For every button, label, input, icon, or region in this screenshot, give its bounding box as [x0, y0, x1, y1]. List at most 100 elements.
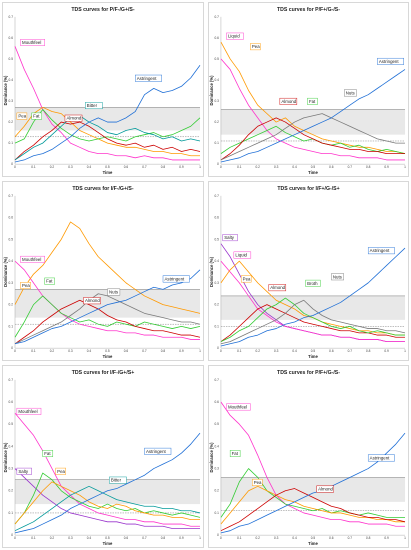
series-line-broth [220, 297, 406, 342]
x-tick-label: 1 [199, 536, 201, 540]
tds-chart-5: TDS curves for I/F-/G+/S+ 0 0.1 0.2 0.3 0.4 0.… [2, 365, 204, 548]
x-tick-label: 0.4 [87, 165, 92, 169]
attribute-label-box [31, 112, 42, 120]
y-tick-label: 0.2 [9, 303, 14, 307]
attribute-label-text: Pea [57, 469, 65, 474]
attribute-label-box [250, 43, 261, 51]
x-axis-label: Time [308, 354, 318, 359]
attribute-label: Nuts [344, 89, 357, 97]
attribute-label-box [109, 476, 127, 484]
tds-chart-6: TDS curves for P/F+/G-/S- 0 0.1 0.2 0.3 0.4 0.… [208, 365, 409, 548]
attribute-label-box [20, 282, 31, 289]
y-tick-label: 0.6 [9, 216, 14, 220]
attribute-label-box [55, 467, 66, 475]
chart-svg: TDS curves for I/F-/G+/S- 0 0.1 0.2 0.3 0.4 0.… [3, 186, 201, 359]
tds-chart-2: TDS curves for P/F+/G-/S- 0 0.1 0.2 0.3 0.4 0.… [208, 2, 409, 177]
attribute-label-box [331, 273, 344, 281]
y-tick-label: 0.1 [9, 324, 14, 328]
x-tick-label: 0 [220, 536, 222, 540]
attribute-label: Astringent [367, 247, 395, 255]
y-axis-label: Dominance (%) [3, 256, 8, 286]
attribute-label-text: Almond [270, 285, 285, 290]
series-line-astringent [220, 69, 406, 163]
x-tick-label: 0.3 [274, 165, 279, 169]
significance-band [220, 477, 406, 502]
attribute-label: Liquid [226, 32, 244, 40]
attribute-label-box [367, 454, 395, 462]
y-tick-label: 0.4 [9, 444, 14, 448]
series-line-astringent [14, 432, 201, 534]
series-line-almond [14, 299, 201, 345]
attribute-label-text: Fat [33, 114, 40, 119]
y-tick-label: 0.5 [215, 57, 220, 61]
attribute-label-box [377, 57, 404, 65]
y-tick-label: 0.6 [215, 400, 220, 404]
y-tick-label: 0.2 [9, 120, 14, 124]
y-tick-label: 0.5 [215, 422, 220, 426]
x-tick-label: 0.4 [292, 165, 297, 169]
y-tick-label: 0.4 [215, 259, 220, 263]
attribute-label-box [20, 255, 45, 263]
tds-chart-3: TDS curves for I/F-/G+/S- 0 0.1 0.2 0.3 0.4 0.… [2, 181, 204, 361]
x-tick-label: 0.3 [274, 536, 279, 540]
attribute-label-text: Salty [18, 469, 29, 474]
y-tick-label: 0.3 [9, 99, 14, 103]
y-tick-label: 0.7 [215, 194, 220, 198]
y-tick-label: 0.1 [215, 141, 220, 145]
attribute-label-text: Mouthfeel [22, 257, 41, 262]
x-tick-label: 0.2 [256, 349, 261, 353]
y-tick-label: 0 [217, 346, 219, 350]
x-tick-label: 0.2 [256, 165, 261, 169]
y-tick-label: 0.7 [9, 378, 14, 382]
chart-title: TDS curves for P/F+/G-/S- [277, 7, 340, 13]
attribute-label: Broth [305, 279, 321, 287]
x-tick-label: 0.3 [68, 165, 73, 169]
series-line-nuts [220, 113, 406, 161]
attribute-label: Astringent [377, 57, 404, 65]
significance-band [220, 109, 406, 135]
series-line-pea [14, 481, 200, 525]
attribute-label-box [144, 447, 172, 455]
attribute-label: Mouthfeel [20, 39, 45, 46]
x-tick-label: 0.7 [348, 165, 353, 169]
attribute-label-box [226, 403, 251, 411]
x-tick-label: 1 [199, 349, 201, 353]
attribute-label: Bitter [85, 102, 103, 110]
x-tick-label: 0.5 [311, 536, 316, 540]
x-tick-label: 0 [220, 165, 222, 169]
attribute-label-box [252, 478, 263, 486]
attribute-label: Nuts [331, 273, 344, 281]
y-tick-label: 0.5 [9, 422, 14, 426]
attribute-label-box [16, 467, 32, 475]
attribute-label-text: Bitter [111, 478, 122, 483]
series-line-pea [220, 41, 406, 155]
x-tick-label: 0.5 [311, 349, 316, 353]
attribute-label: Almond [83, 297, 101, 305]
attribute-label-text: Astringent [165, 277, 186, 282]
x-tick-label: 0.4 [292, 536, 297, 540]
y-tick-label: 0.1 [215, 324, 220, 328]
attribute-label-text: Pea [254, 480, 262, 485]
series-line-fat [14, 295, 201, 338]
x-tick-label: 0.2 [50, 349, 55, 353]
attribute-label-box [222, 234, 238, 242]
x-tick-label: 0.5 [105, 349, 110, 353]
series-line-liquid [220, 58, 406, 161]
series-line-fat [14, 472, 201, 525]
attribute-label-box [226, 32, 244, 40]
attribute-label-box [268, 284, 287, 292]
x-tick-label: 0 [14, 165, 16, 169]
series-line-fat [220, 468, 406, 518]
x-tick-label: 0.9 [179, 165, 184, 169]
attribute-label-box [307, 97, 318, 105]
x-tick-label: 0.9 [384, 349, 389, 353]
series-line-pea [220, 485, 406, 525]
attribute-label-box [85, 102, 103, 110]
attribute-label: Mouthfeel [20, 255, 45, 263]
x-tick-label: 0.9 [179, 536, 184, 540]
y-tick-label: 0.4 [9, 259, 14, 263]
y-tick-label: 0.6 [215, 216, 220, 220]
x-tick-label: 0.2 [256, 536, 261, 540]
x-tick-label: 0.8 [366, 165, 371, 169]
attribute-label-text: Pea [243, 277, 251, 282]
